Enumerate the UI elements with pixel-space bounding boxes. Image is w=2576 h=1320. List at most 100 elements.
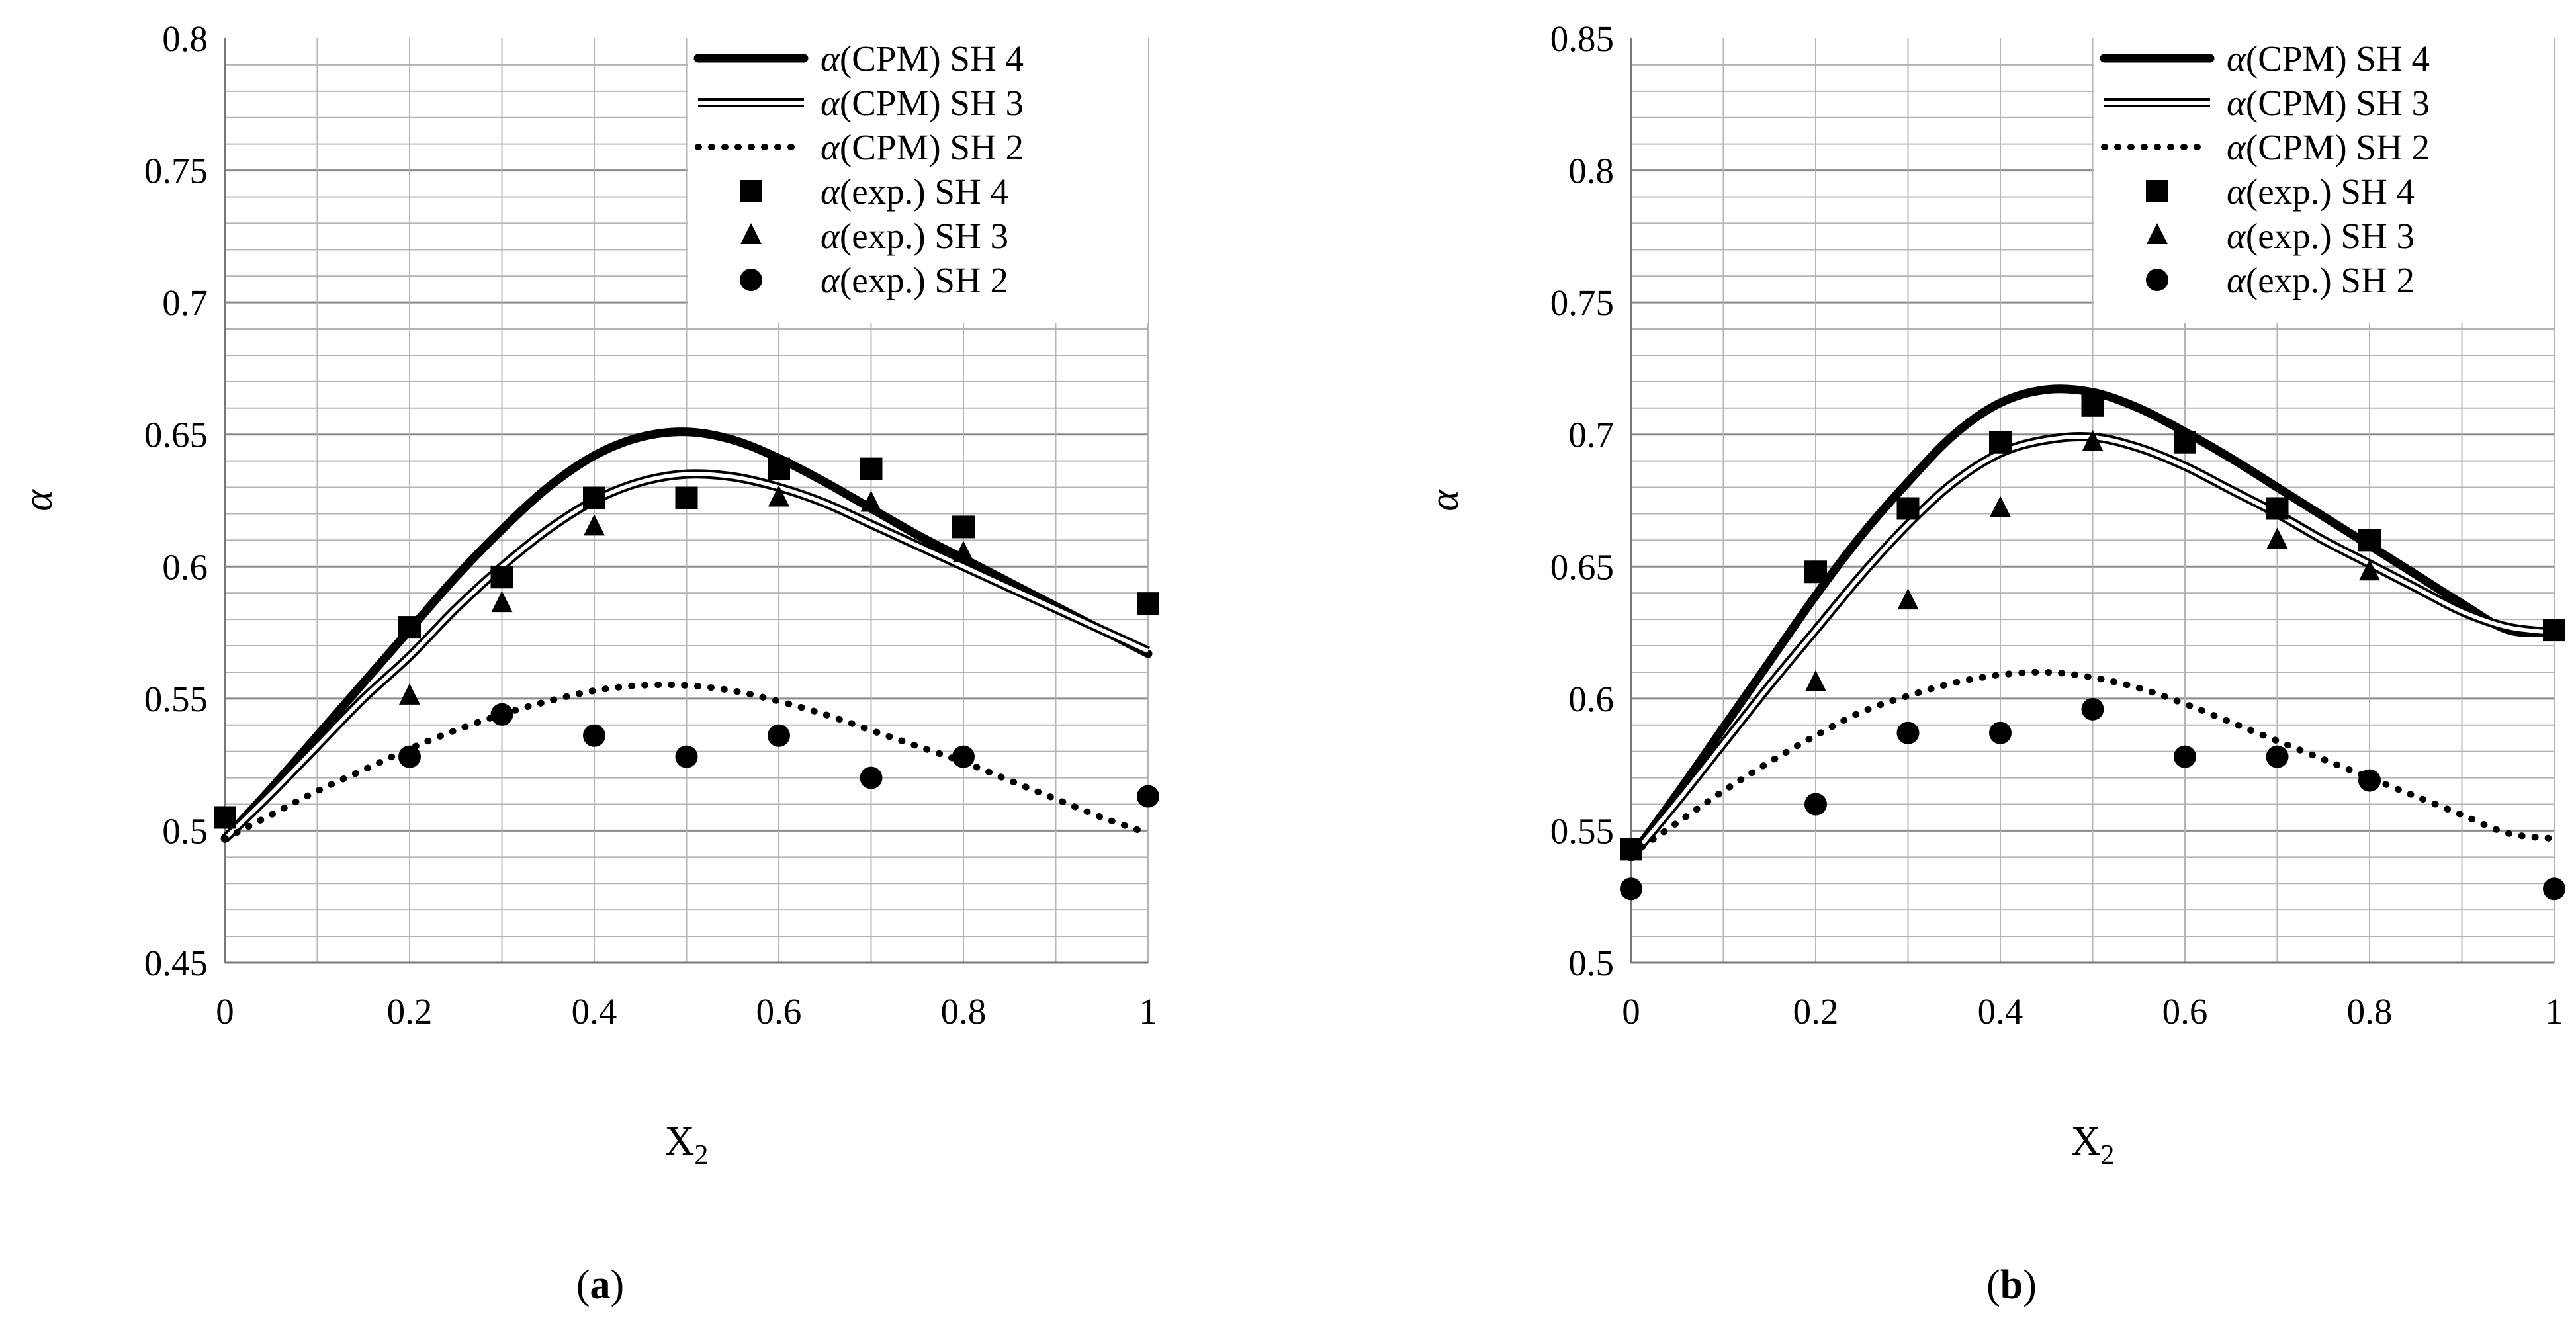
legend-box [2094,38,2554,323]
legend-text: (exp.) SH 3 [2246,216,2415,256]
series-line-3 [1628,668,2557,858]
legend-alpha: α [2227,260,2246,300]
data-point-circle [2358,769,2381,792]
data-point-triangle [2266,527,2288,549]
series-triangle-points [399,485,974,705]
data-point-triangle [2359,559,2380,581]
series-line-3 [222,681,1151,842]
series-triangle-points [1805,429,2380,691]
chart-panel-b: 0.5 0.55 0.6 0.65 0.7 0.75 0.8 0.85 0 0.2 0.4 0.6 0.… [1422,19,2565,1307]
legend-text: (CPM) SH 2 [840,127,1024,167]
x-tick-label: 1 [2545,991,2563,1032]
data-point-circle [2266,745,2289,768]
x-axis-label: X2 [665,1119,709,1170]
data-point-square [1620,838,1642,861]
data-point-circle [675,745,698,768]
data-point-circle [860,766,883,789]
data-point-triangle [953,541,974,562]
legend-entry-label: α(exp.) SH 2 [821,260,1008,300]
legend-swatch-circle [2146,269,2168,291]
data-point-square [490,566,513,589]
series-circle-points [1620,697,2565,901]
series-square-points [1620,394,2565,861]
x-axis-label-main: X [665,1119,695,1164]
legend-alpha: α [821,171,840,212]
legend-alpha: α [2227,127,2246,167]
data-point-circle [1804,793,1827,816]
legend-alpha: α [2227,83,2246,123]
data-point-square [675,486,698,509]
legend-entry-label: α(CPM) SH 3 [821,83,1024,123]
y-tick-label: 0.65 [144,415,208,455]
y-tick-label: 0.7 [162,283,208,323]
legend-alpha: α [2227,171,2246,212]
data-point-square [2081,394,2104,417]
y-tick-label: 0.6 [162,547,208,587]
data-point-circle [2081,697,2104,721]
series-line-2-inner [1629,434,2555,859]
gridlines [225,38,1149,963]
legend-text: (CPM) SH 3 [840,83,1024,123]
panel-label: (a) [576,1262,624,1307]
legend-entry-label: α(exp.) SH 4 [2227,171,2415,212]
series-square-points [214,457,1159,829]
x-axis-label-subscript: 2 [2100,1140,2114,1170]
legend: α(CPM) SH 4α(CPM) SH 3α(CPM) SH 2α(exp.)… [2094,38,2554,323]
legend-alpha: α [821,83,840,123]
data-point-triangle [1990,496,2011,517]
data-point-circle [2543,877,2565,901]
data-point-triangle [768,485,789,507]
x-tick-label: 0.6 [756,991,802,1032]
y-tick-label: 0.5 [1568,943,1614,983]
data-point-triangle [2082,429,2104,451]
y-tick-label: 0.6 [1568,679,1614,719]
legend-entry-label: α(CPM) SH 2 [821,127,1024,167]
legend-alpha: α [821,127,840,167]
x-axis-label: X2 [2071,1119,2115,1170]
data-point-circle [1620,877,1642,901]
legend-entry-label: α(exp.) SH 3 [821,216,1008,256]
legend-entry-label: α(exp.) SH 3 [2227,216,2415,256]
data-point-square [2543,619,2565,642]
data-point-triangle [1897,588,1919,610]
y-tick-label: 0.45 [144,943,208,983]
legend-alpha: α [2227,216,2246,256]
y-tick-label: 0.85 [1550,19,1614,59]
legend-entry-label: α(exp.) SH 4 [821,171,1008,212]
series-circle-points [398,703,1159,808]
series-dotted-line [1628,668,2557,858]
legend-entry-label: α(CPM) SH 4 [821,38,1024,79]
legend-entry-label: α(CPM) SH 2 [2227,127,2430,167]
x-tick-label: 0 [1622,991,1640,1032]
legend-text: (CPM) SH 2 [2246,127,2430,167]
y-tick-label: 0.8 [162,19,208,59]
x-tick-label: 0.8 [2347,991,2393,1032]
legend-alpha: α [2227,38,2246,79]
legend-entry-label: α(exp.) SH 2 [2227,260,2415,300]
x-tick-label: 0.2 [1793,991,1839,1032]
y-tick-label: 0.7 [1568,415,1614,455]
y-tick-label: 0.5 [162,811,208,851]
data-point-circle [583,724,605,747]
legend-text: (exp.) SH 4 [2246,171,2415,212]
panel-label-open: ( [576,1262,590,1307]
data-point-square [398,616,421,639]
panel-label-close: ) [2023,1262,2037,1307]
legend-swatch-circle [740,269,762,291]
x-tick-label: 0.8 [941,991,987,1032]
data-point-circle [2174,745,2196,768]
series-double-line [222,469,1150,842]
data-point-circle [1137,785,1159,808]
data-point-circle [768,724,790,747]
data-point-circle [398,745,421,768]
panel-label-close: ) [611,1262,625,1307]
legend-text: (exp.) SH 3 [840,216,1008,256]
x-tick-label: 1 [1139,991,1157,1032]
data-point-square [583,486,605,509]
y-tick-label: 0.65 [1550,547,1614,587]
legend-text: (exp.) SH 4 [840,171,1008,212]
series-line-2-inner [223,472,1149,840]
x-axis-label-main: X [2071,1119,2101,1164]
y-tick-label: 0.75 [1550,283,1614,323]
